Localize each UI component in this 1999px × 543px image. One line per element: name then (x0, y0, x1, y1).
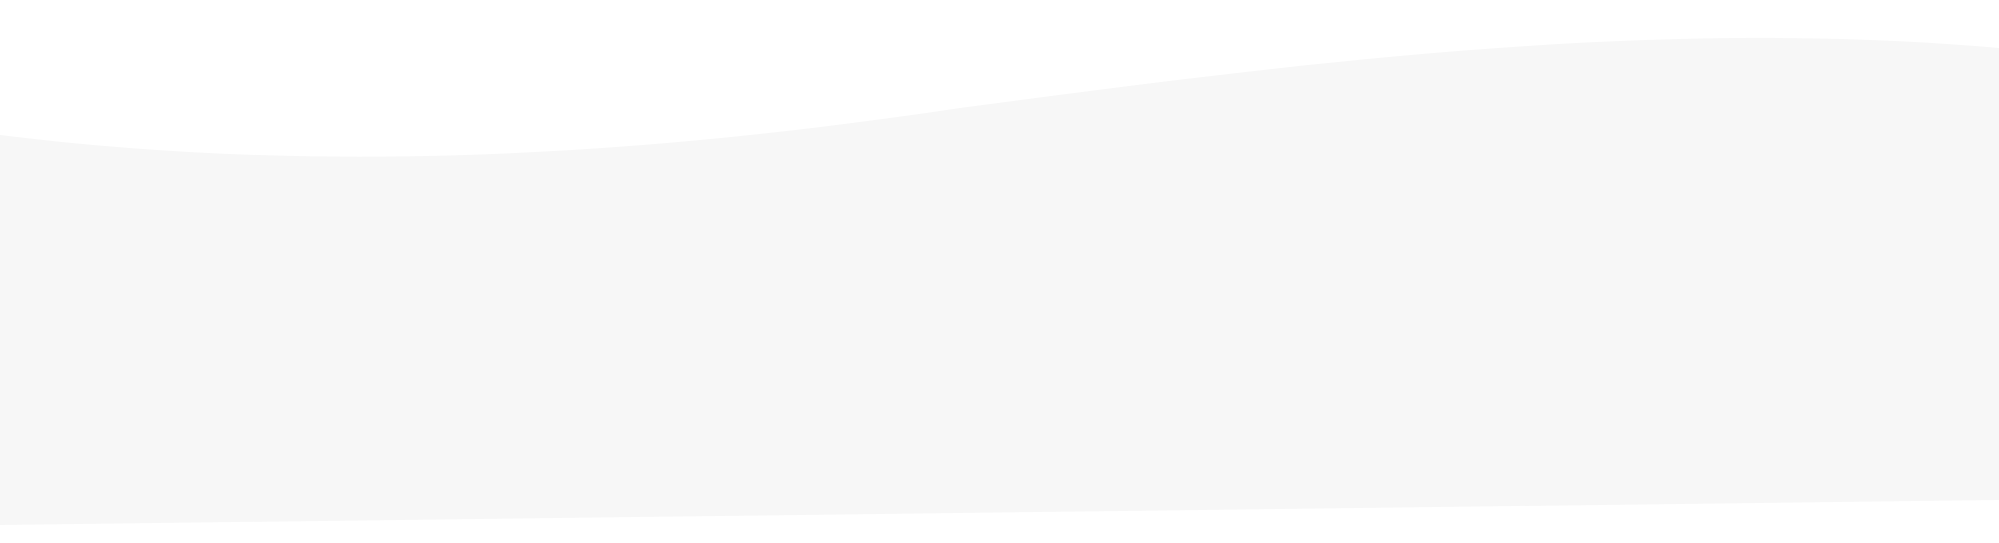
wave-shape (0, 37, 1999, 525)
